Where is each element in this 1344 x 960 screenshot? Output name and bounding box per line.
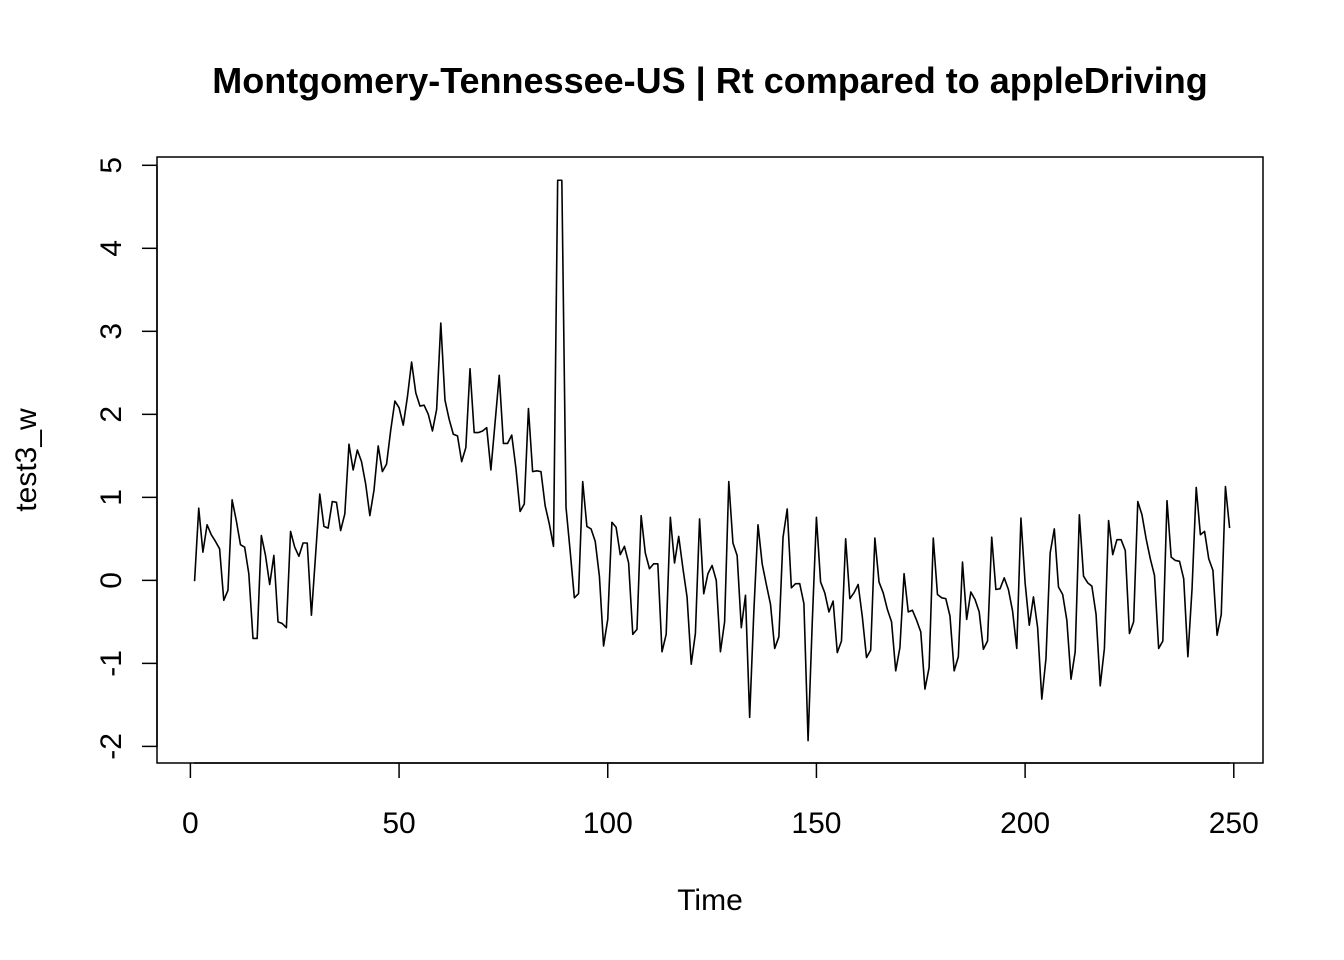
chart-title: Montgomery-Tennessee-US | Rt compared to… (212, 60, 1208, 102)
x-axis-label: Time (677, 884, 743, 917)
x-tick-label: 0 (182, 807, 199, 840)
x-tick-label: 50 (382, 807, 415, 840)
y-tick-label: -1 (95, 650, 128, 677)
plot-frame (156, 156, 1264, 764)
y-tick-label: 4 (95, 240, 128, 257)
x-tick-label: 250 (1209, 807, 1259, 840)
y-tick-label: -2 (95, 733, 128, 760)
x-axis-ticks: 0 50 100 150 200 250 (182, 763, 1259, 840)
y-tick-label: 1 (95, 489, 128, 506)
y-tick-label: 5 (95, 157, 128, 174)
y-tick-label: 3 (95, 323, 128, 340)
x-tick-label: 150 (791, 807, 841, 840)
x-tick-label: 200 (1000, 807, 1050, 840)
y-axis-label: test3_w (10, 408, 43, 512)
series-line (193, 179, 1231, 742)
y-tick-label: 2 (95, 406, 128, 423)
y-tick-label: 0 (95, 572, 128, 589)
y-axis-ticks: -2 -1 0 1 2 3 4 5 (95, 157, 157, 760)
x-tick-label: 100 (583, 807, 633, 840)
